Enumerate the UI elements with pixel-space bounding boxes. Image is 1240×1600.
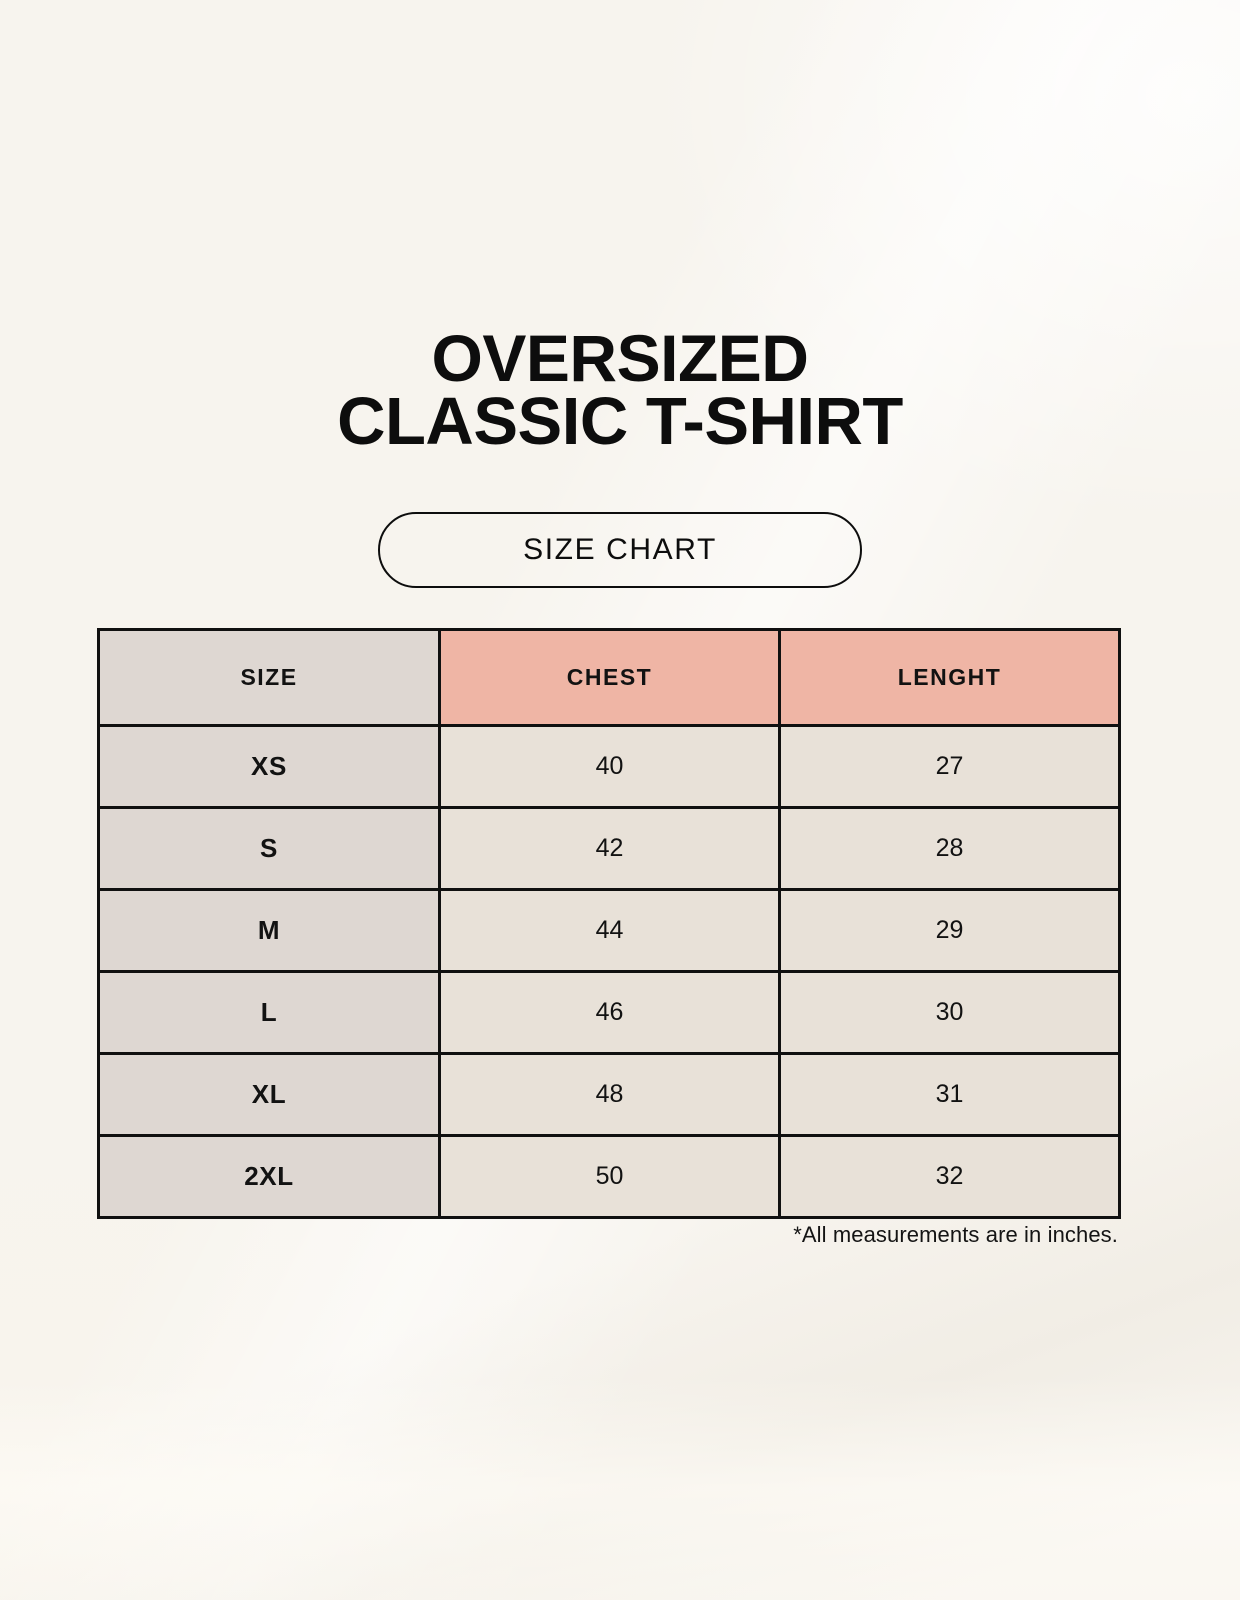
cell-size: S bbox=[97, 806, 441, 891]
cell-size: XL bbox=[97, 1052, 441, 1137]
page-title: OVERSIZED CLASSIC T-SHIRT bbox=[0, 321, 1240, 459]
cell-chest: 42 bbox=[438, 806, 781, 891]
table-header-row: SIZE CHEST LENGHT bbox=[97, 628, 1121, 727]
title-line-1: OVERSIZED bbox=[431, 321, 809, 395]
cell-size: L bbox=[97, 970, 441, 1055]
title-line-2: CLASSIC T-SHIRT bbox=[337, 384, 903, 459]
cell-chest: 48 bbox=[438, 1052, 781, 1137]
column-header-chest: CHEST bbox=[438, 628, 781, 727]
cell-chest: 50 bbox=[438, 1134, 781, 1219]
column-header-length: LENGHT bbox=[778, 628, 1121, 727]
size-chart-badge-label: SIZE CHART bbox=[523, 533, 717, 566]
table-row: M 44 29 bbox=[97, 888, 1121, 973]
cell-size: 2XL bbox=[97, 1134, 441, 1219]
table-row: S 42 28 bbox=[97, 806, 1121, 891]
size-chart-badge-wrap: SIZE CHART bbox=[0, 512, 1240, 588]
cell-size: M bbox=[97, 888, 441, 973]
cell-chest: 46 bbox=[438, 970, 781, 1055]
table-row: 2XL 50 32 bbox=[97, 1134, 1121, 1219]
table-row: XS 40 27 bbox=[97, 724, 1121, 809]
measurements-footnote: *All measurements are in inches. bbox=[793, 1222, 1118, 1247]
cell-length: 32 bbox=[778, 1134, 1121, 1219]
size-table-body: XS 40 27 S 42 28 M 44 29 L 46 30 bbox=[97, 724, 1121, 1219]
cell-chest: 44 bbox=[438, 888, 781, 973]
size-table-head: SIZE CHEST LENGHT bbox=[97, 628, 1121, 727]
cell-size: XS bbox=[97, 724, 441, 809]
cell-length: 31 bbox=[778, 1052, 1121, 1137]
table-row: L 46 30 bbox=[97, 970, 1121, 1055]
cell-length: 30 bbox=[778, 970, 1121, 1055]
cell-length: 28 bbox=[778, 806, 1121, 891]
cell-length: 27 bbox=[778, 724, 1121, 809]
size-table: SIZE CHEST LENGHT XS 40 27 S 42 28 M bbox=[97, 628, 1121, 1219]
table-row: XL 48 31 bbox=[97, 1052, 1121, 1137]
size-table-container: SIZE CHEST LENGHT XS 40 27 S 42 28 M bbox=[97, 628, 1121, 1219]
column-header-size: SIZE bbox=[97, 628, 441, 727]
cell-chest: 40 bbox=[438, 724, 781, 809]
size-chart-badge: SIZE CHART bbox=[378, 512, 862, 588]
cell-length: 29 bbox=[778, 888, 1121, 973]
